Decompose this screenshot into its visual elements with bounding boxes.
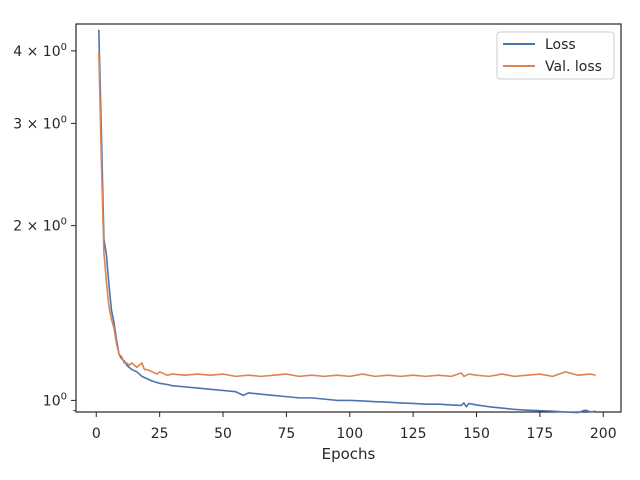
legend: Loss Val. loss <box>496 31 615 80</box>
x-tick-label: 100 <box>336 426 363 442</box>
y-tick-label: 4 × 100 <box>13 42 67 60</box>
x-tick-label: 150 <box>463 426 490 442</box>
x-tick-label: 0 <box>92 426 101 442</box>
x-tick-label: 175 <box>527 426 554 442</box>
y-tick-label: 100 <box>43 391 67 409</box>
plot-frame <box>75 23 622 413</box>
legend-label-val-loss: Val. loss <box>545 59 602 75</box>
series-line-val-loss <box>98 50 596 378</box>
series-line-loss <box>98 29 596 414</box>
x-tick-label: 200 <box>590 426 617 442</box>
y-axis: 100 2 × 100 3 × 100 4 × 100 <box>13 42 76 412</box>
x-tick-label: 75 <box>277 426 295 442</box>
x-axis-label: Epochs <box>322 445 376 463</box>
y-tick-label: 2 × 100 <box>13 217 67 235</box>
legend-label-loss: Loss <box>545 37 576 53</box>
series-layer <box>98 29 596 414</box>
x-tick-label: 125 <box>400 426 427 442</box>
x-tick-label: 25 <box>151 426 169 442</box>
x-tick-label: 50 <box>214 426 232 442</box>
y-tick-label: 3 × 100 <box>13 114 67 132</box>
x-axis: 0 25 50 75 100 125 150 175 200 <box>92 412 617 442</box>
